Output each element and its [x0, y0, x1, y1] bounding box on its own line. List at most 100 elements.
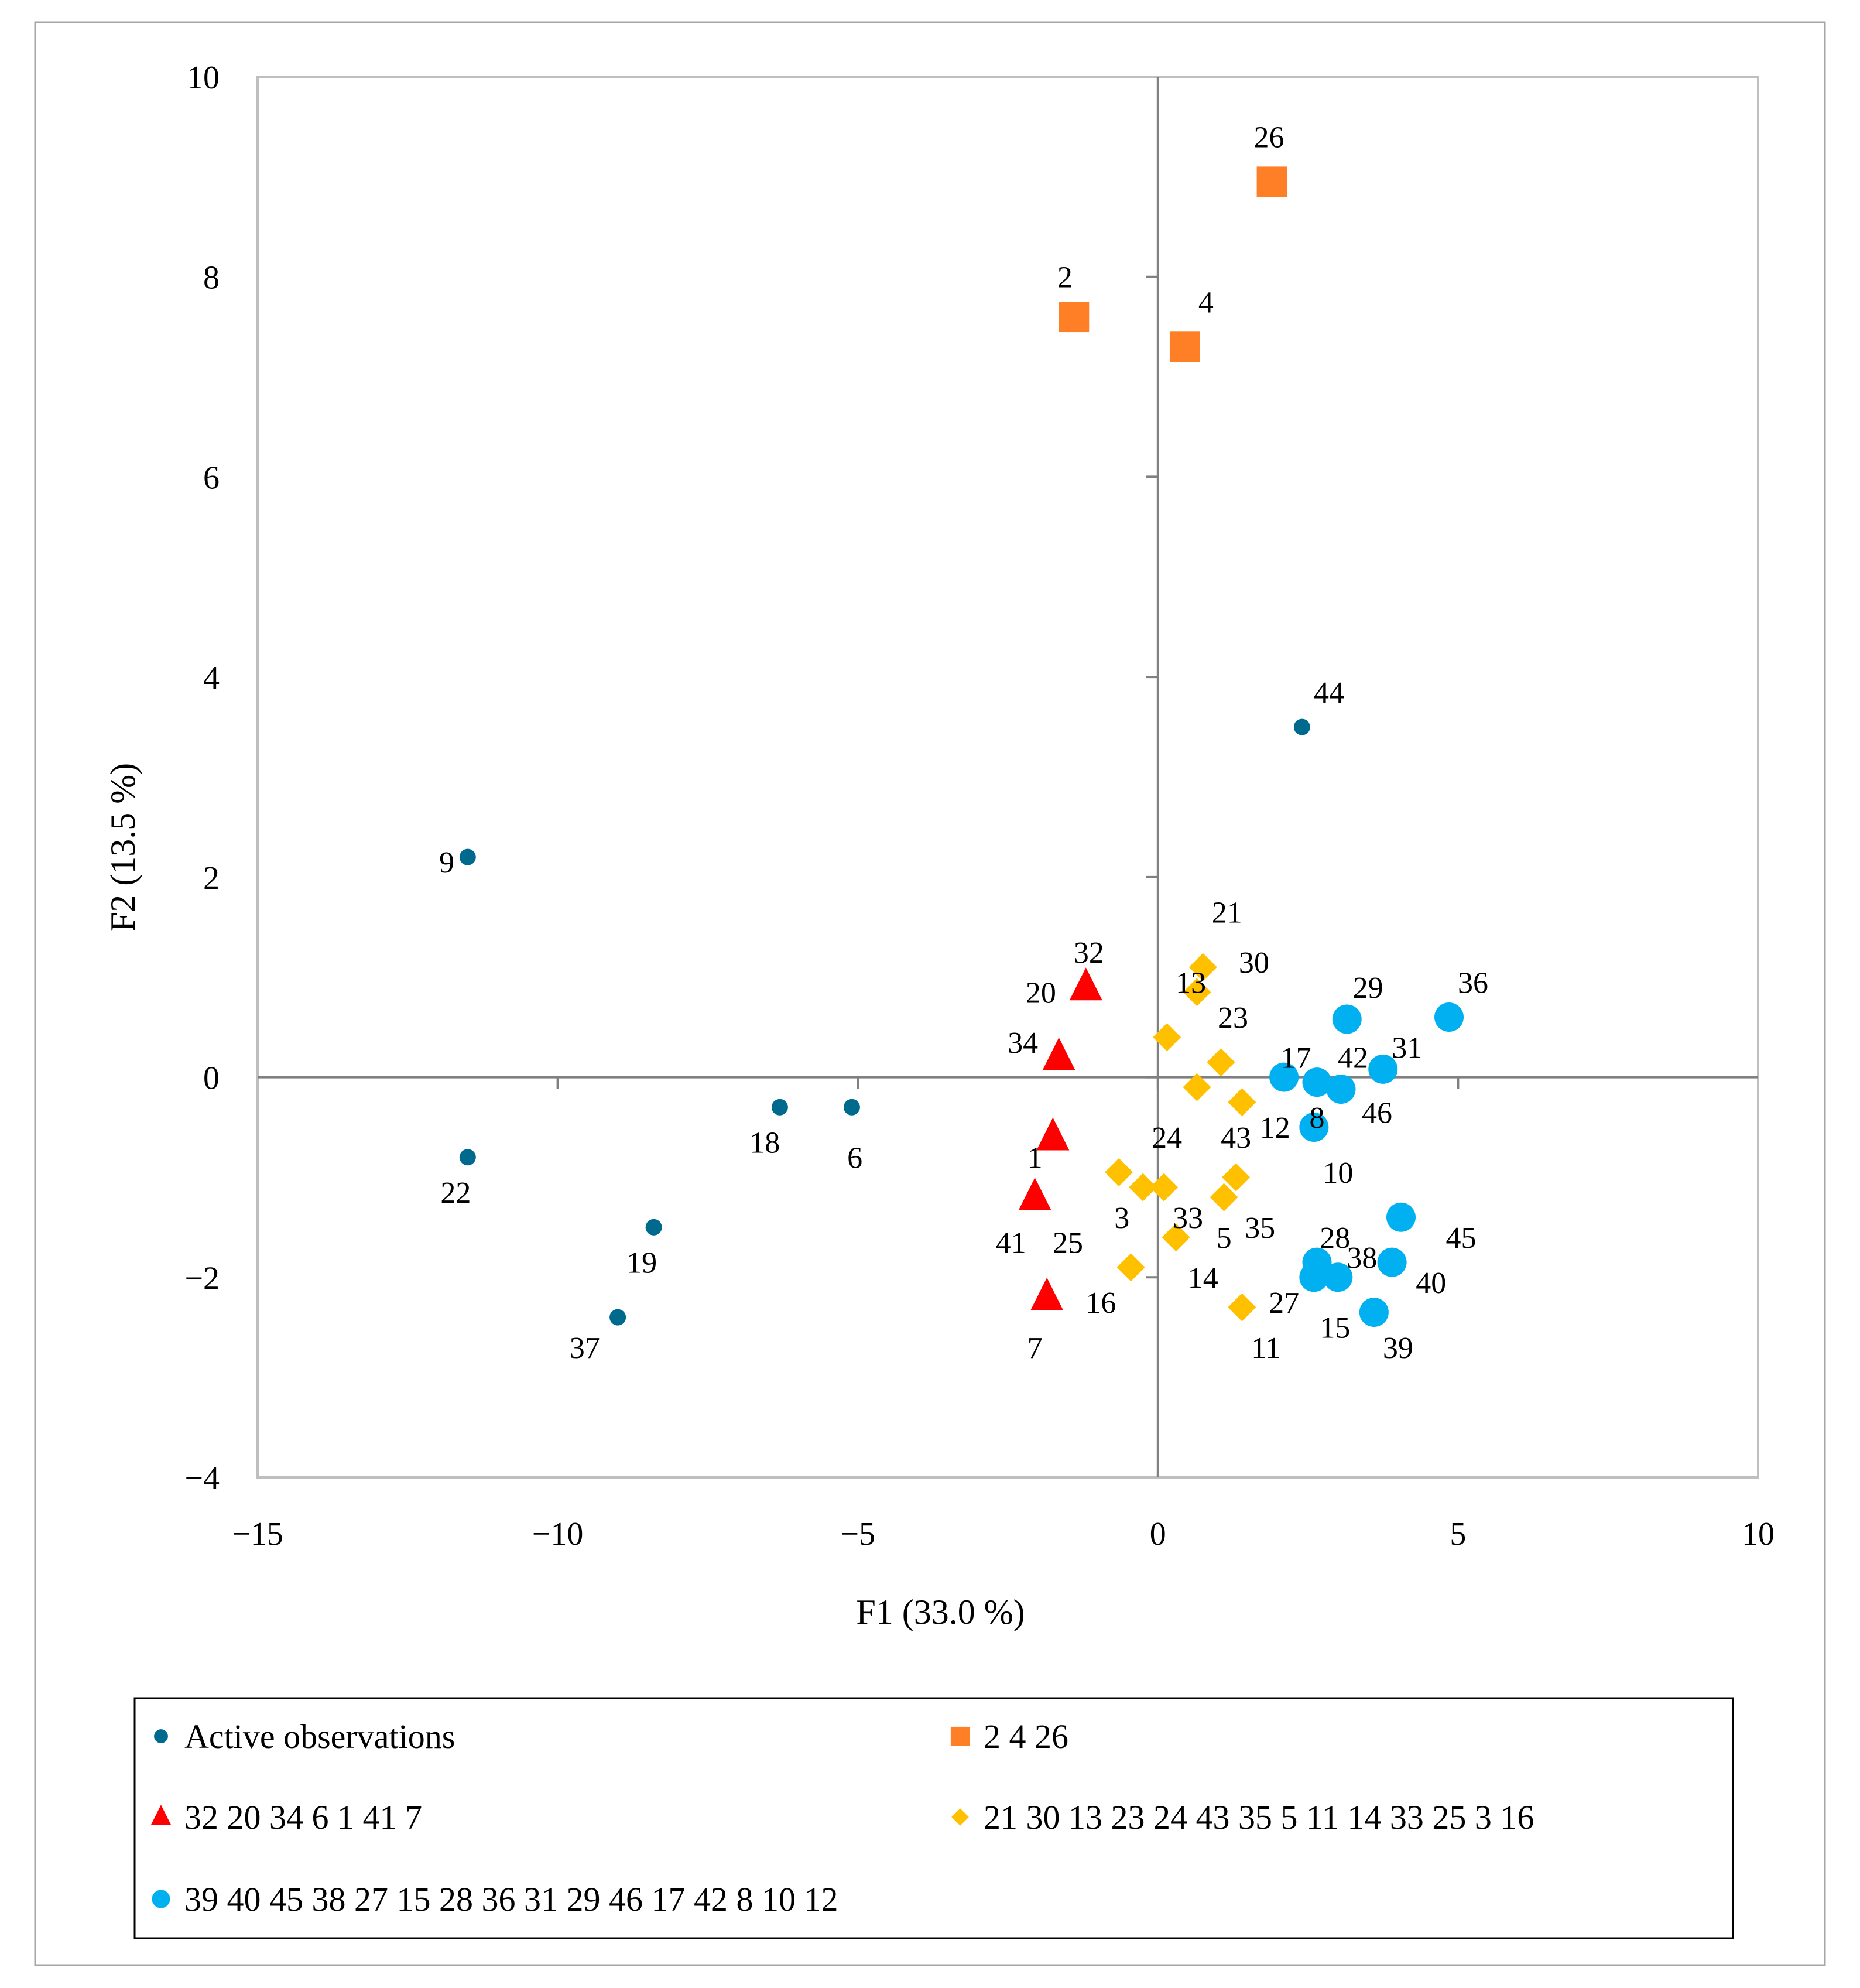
legend-label: 39 40 45 38 27 15 28 36 31 29 46 17 42 8… [184, 1880, 838, 1918]
point-label: 30 [1239, 946, 1269, 980]
point-label: 19 [626, 1247, 657, 1280]
data-point-circle [1386, 1202, 1416, 1232]
data-point-dot [843, 1099, 860, 1116]
data-point-dot [459, 1149, 476, 1166]
data-point-diamond [1183, 978, 1211, 1007]
point-label: 44 [1314, 676, 1344, 710]
point-label: 15 [1320, 1312, 1350, 1345]
x-tick-label: −15 [232, 1516, 283, 1552]
point-label: 11 [1251, 1332, 1280, 1365]
legend-marker-circle [152, 1890, 170, 1908]
point-label: 33 [1173, 1202, 1203, 1235]
point-label: 10 [1323, 1156, 1353, 1190]
data-point-circle [1377, 1247, 1407, 1277]
point-label: 7 [1027, 1332, 1043, 1365]
y-tick-label: 6 [203, 460, 220, 496]
point-label: 4 [1198, 286, 1214, 319]
data-point-square [1169, 331, 1200, 362]
x-axis-title: F1 (33.0 %) [856, 1593, 1025, 1631]
point-label: 40 [1416, 1267, 1446, 1300]
y-tick-label: 0 [203, 1060, 220, 1097]
point-label: 20 [1026, 976, 1056, 1010]
data-point-diamond [1188, 953, 1217, 981]
y-tick-label: −2 [184, 1260, 220, 1296]
data-point-circle [1302, 1067, 1332, 1097]
point-label: 13 [1176, 966, 1206, 1000]
point-label: 42 [1338, 1041, 1368, 1075]
point-label: 28 [1320, 1221, 1350, 1255]
x-tick-labels: −15 −10 −5 0 5 10 [232, 1516, 1775, 1552]
y-tick-labels: −4 −2 0 2 4 6 8 10 [184, 60, 220, 1497]
point-label: 32 [1074, 936, 1104, 970]
x-tick-label: −5 [840, 1516, 875, 1552]
data-point-circle [1434, 1002, 1464, 1032]
x-tick-label: 10 [1742, 1516, 1775, 1552]
data-point-diamond [1210, 1183, 1238, 1212]
legend-box [133, 1697, 1734, 1939]
point-label: 26 [1253, 121, 1284, 155]
y-tick-label: 2 [203, 860, 220, 897]
y-axis-title: F2 (13.5 %) [104, 763, 142, 932]
data-point-triangle [1030, 1277, 1064, 1310]
data-point-diamond [1105, 1158, 1133, 1186]
y-tick-label: 8 [203, 260, 220, 296]
point-label: 27 [1269, 1286, 1299, 1320]
data-point-circle [1368, 1054, 1398, 1084]
y-tick-label: −4 [184, 1460, 220, 1497]
point-label: 14 [1188, 1261, 1218, 1295]
y-tick-label: 10 [187, 60, 220, 96]
point-label: 17 [1281, 1041, 1311, 1075]
point-label: 46 [1362, 1096, 1392, 1130]
point-label: 34 [1008, 1026, 1038, 1060]
point-label: 41 [996, 1226, 1026, 1260]
legend-label: 2 4 26 [984, 1717, 1068, 1756]
point-label: 38 [1347, 1241, 1377, 1275]
plot-area [256, 76, 1759, 1479]
point-label: 5 [1217, 1221, 1232, 1255]
point-label: 18 [749, 1127, 780, 1160]
data-point-dot [771, 1099, 788, 1116]
point-label: 35 [1245, 1212, 1275, 1245]
data-point-diamond [1150, 1173, 1179, 1202]
point-label: 37 [570, 1332, 600, 1365]
data-point-circle [1269, 1062, 1299, 1092]
legend-marker-dot [154, 1729, 168, 1743]
figure-frame [34, 21, 1826, 1966]
data-point-diamond [1129, 1173, 1157, 1202]
x-tick-label: 0 [1150, 1516, 1166, 1552]
data-point-triangle [1018, 1178, 1051, 1210]
data-point-diamond [1228, 1293, 1256, 1322]
data-point-circle [1332, 1004, 1362, 1034]
data-point-diamond [1153, 1023, 1181, 1052]
point-label: 36 [1458, 966, 1488, 1000]
data-point-dot [1293, 718, 1310, 735]
point-label: 9 [439, 846, 454, 880]
point-label: 29 [1353, 971, 1383, 1005]
data-point-circle [1299, 1262, 1329, 1292]
legend: Active observations 2 4 26 32 20 34 6 1 41… [150, 1717, 1534, 1918]
legend-marker-diamond [951, 1808, 969, 1826]
legend-label: Active observations [184, 1717, 455, 1756]
data-point-diamond [1228, 1088, 1256, 1117]
point-label: 6 [847, 1141, 862, 1175]
point-label: 8 [1309, 1101, 1324, 1135]
point-label: 24 [1152, 1121, 1182, 1155]
point-label: 25 [1053, 1226, 1083, 1260]
data-point-dot [645, 1219, 662, 1236]
y-tick-label: 4 [203, 660, 220, 696]
point-label: 3 [1114, 1202, 1129, 1235]
x-tick-label: 5 [1450, 1516, 1466, 1552]
point-label: 12 [1260, 1111, 1290, 1145]
point-label: 45 [1446, 1221, 1477, 1255]
point-label: 1 [1027, 1141, 1043, 1175]
data-point-circle [1359, 1298, 1389, 1327]
data-point-diamond [1116, 1253, 1145, 1282]
legend-marker-triangle [150, 1805, 172, 1825]
point-label: 2 [1057, 261, 1073, 295]
data-markers [459, 166, 1464, 1327]
point-label: 43 [1221, 1121, 1251, 1155]
legend-label: 32 20 34 6 1 41 7 [184, 1798, 422, 1836]
data-point-circle [1326, 1075, 1356, 1104]
tick-marks [556, 275, 1460, 1279]
